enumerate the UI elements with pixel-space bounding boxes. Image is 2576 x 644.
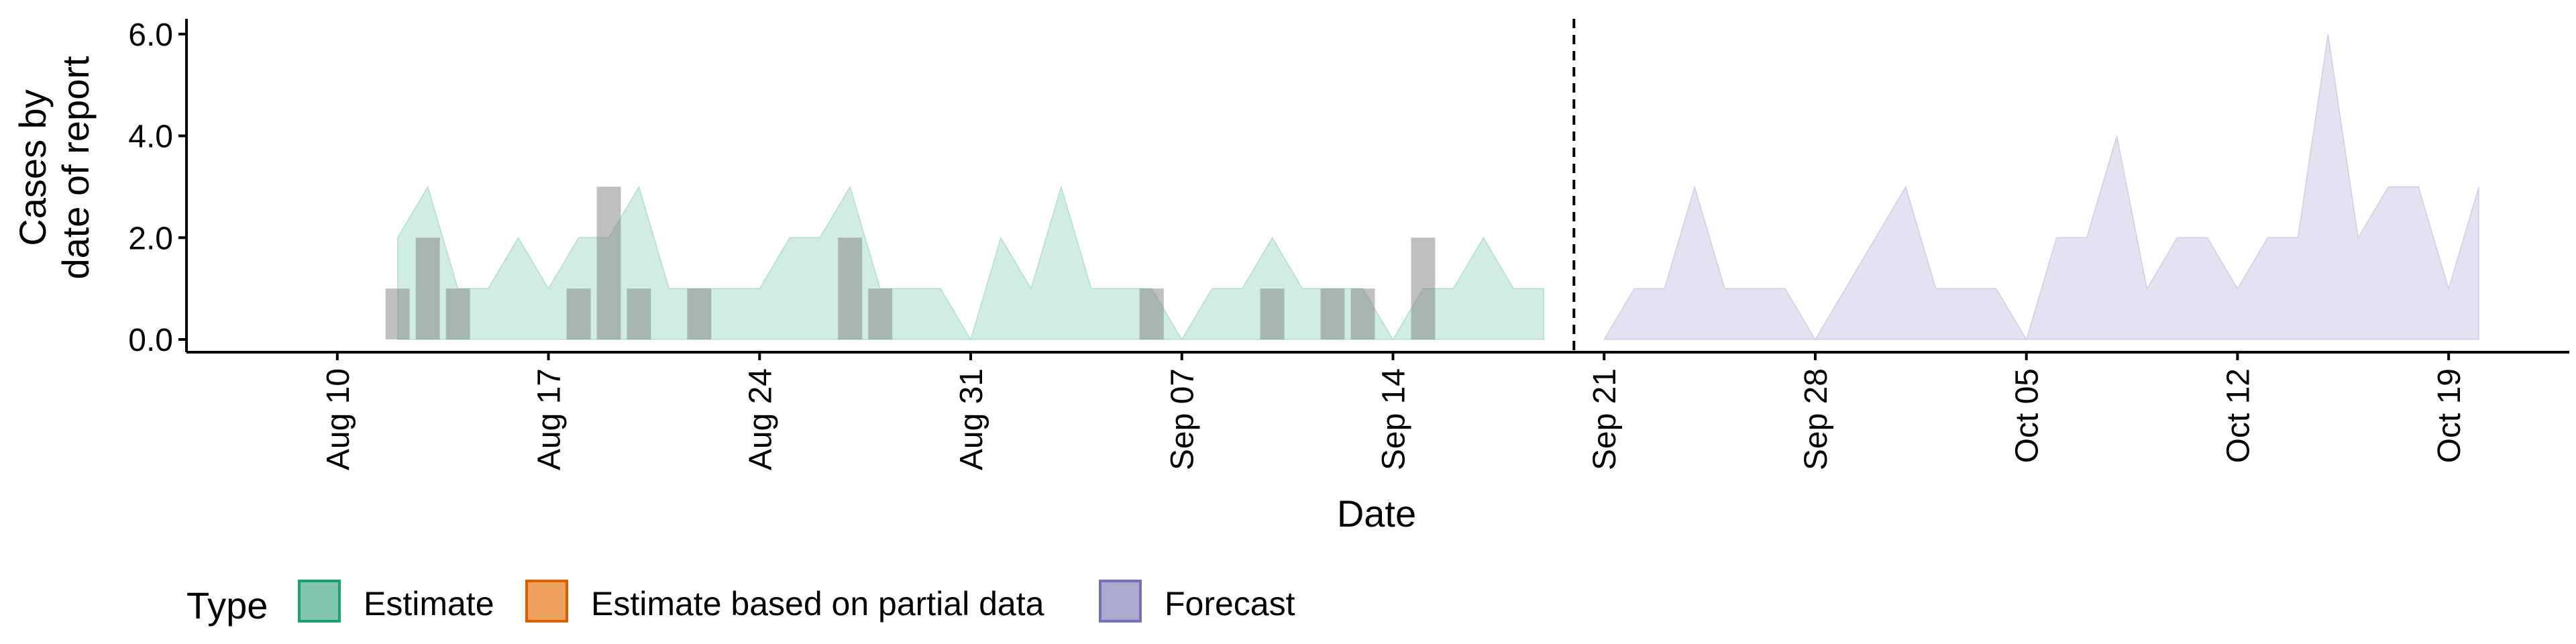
x-tick-label: Oct 12: [2220, 368, 2256, 463]
observed-bar: [868, 288, 893, 340]
observed-bar: [415, 237, 440, 340]
observed-bar: [596, 186, 621, 340]
x-axis-title: Date: [1337, 492, 1416, 535]
y-axis-title-line-1: Cases by: [11, 89, 54, 246]
legend-label-1: Estimate: [364, 585, 494, 623]
observed-bar: [445, 288, 470, 340]
y-axis-title: Cases by date of report: [11, 56, 97, 280]
y-tick-label: 2.0: [128, 221, 173, 256]
area-forecast: [1603, 34, 2479, 341]
legend-key-3: [1099, 580, 1142, 623]
x-tick-label: Aug 31: [954, 368, 989, 470]
x-tick-label: Aug 24: [743, 368, 778, 470]
observed-bar: [385, 288, 410, 340]
observed-bar: [1260, 288, 1285, 340]
legend-label-3: Forecast: [1165, 585, 1295, 623]
x-tick-label: Oct 05: [2010, 368, 2045, 463]
x-tick-label: Oct 19: [2432, 368, 2467, 463]
observed-bar: [1320, 288, 1345, 340]
observed-bar: [1411, 237, 1436, 340]
legend-key-1: [298, 580, 341, 623]
x-tick-label: Aug 17: [532, 368, 568, 470]
observed-bar: [566, 288, 591, 340]
y-axis-title-line-2: date of report: [54, 56, 97, 280]
x-tick-label: Sep 14: [1376, 368, 1411, 470]
observed-bar: [1139, 288, 1164, 340]
y-tick-label: 0.0: [128, 323, 173, 358]
legend-title: Type: [186, 584, 268, 627]
x-tick-label: Sep 07: [1165, 368, 1201, 470]
x-tick-label: Sep 21: [1587, 368, 1623, 470]
area-estimate: [396, 184, 1545, 341]
observed-bar: [838, 237, 863, 340]
axes: 0.0 2.0 4.0 6.0 Aug 10 Aug 17 Aug 24 Aug 31 Sep …: [128, 17, 2569, 470]
legend-label-2: Estimate based on partial data: [591, 585, 1044, 623]
legend-key-2: [525, 580, 568, 623]
y-tick-label: 6.0: [128, 17, 173, 53]
observed-bar: [1350, 288, 1375, 340]
x-tick-label: Aug 10: [321, 368, 356, 470]
legend: Type Estimate Estimate based on partial d…: [186, 580, 1295, 627]
plot-area: [385, 19, 2479, 352]
observed-bar: [687, 288, 712, 340]
y-tick-label: 4.0: [128, 119, 173, 155]
x-tick-label: Sep 28: [1799, 368, 1834, 470]
observed-bar: [627, 288, 651, 340]
